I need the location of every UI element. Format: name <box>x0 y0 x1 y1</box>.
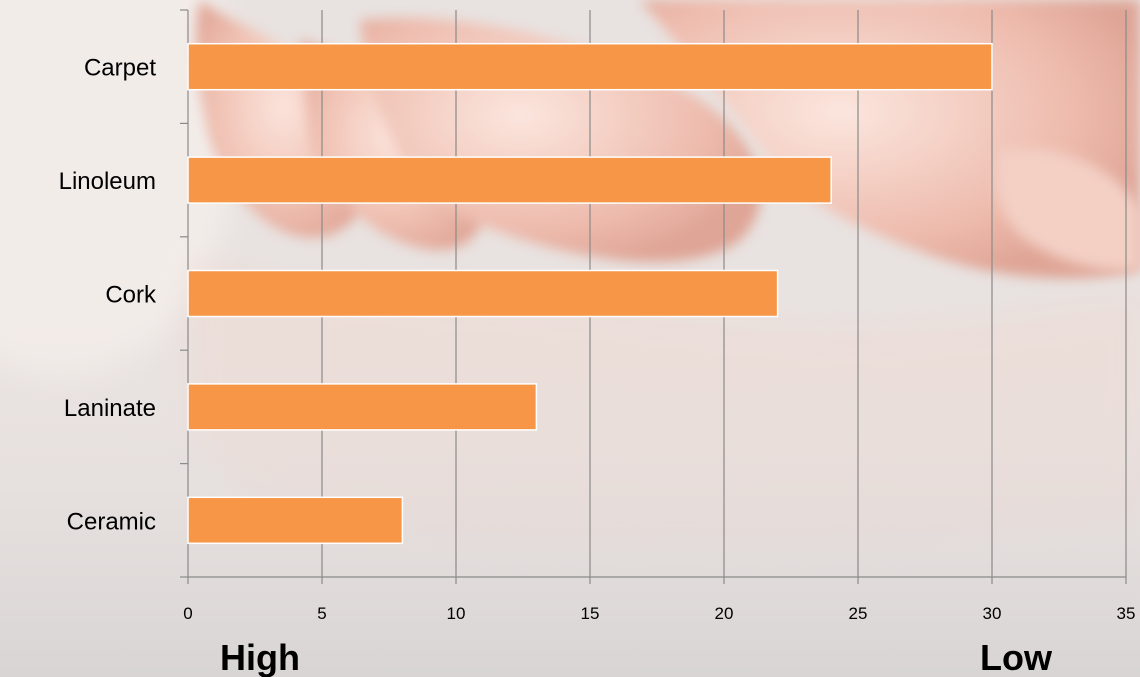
x-tick-labels: 0 5 10 15 20 25 30 35 <box>183 604 1135 623</box>
bar-ceramic <box>187 496 404 545</box>
axis-end-label-low: Low <box>980 637 1053 677</box>
category-label: Linoleum <box>59 168 156 195</box>
category-label: Carpet <box>84 55 156 82</box>
bar-cork <box>187 269 779 318</box>
bar-carpet <box>187 42 993 91</box>
category-label: Laninate <box>64 395 156 422</box>
x-tick-label: 30 <box>983 604 1002 623</box>
category-label: Ceramic <box>67 508 156 535</box>
bars <box>187 42 993 545</box>
x-tick-label: 35 <box>1117 604 1136 623</box>
x-tick-label: 25 <box>849 604 868 623</box>
category-labels: Carpet Linoleum Cork Laninate Ceramic <box>59 55 157 536</box>
category-label: Cork <box>105 282 157 309</box>
bar-laninate <box>187 383 538 431</box>
axis-end-label-high: High <box>220 637 300 677</box>
x-tick-label: 10 <box>447 604 466 623</box>
x-tick-label: 20 <box>715 604 734 623</box>
bar-linoleum <box>187 156 832 204</box>
x-tick-label: 5 <box>317 604 326 623</box>
x-tick-label: 0 <box>183 604 192 623</box>
x-tick-label: 15 <box>581 604 600 623</box>
